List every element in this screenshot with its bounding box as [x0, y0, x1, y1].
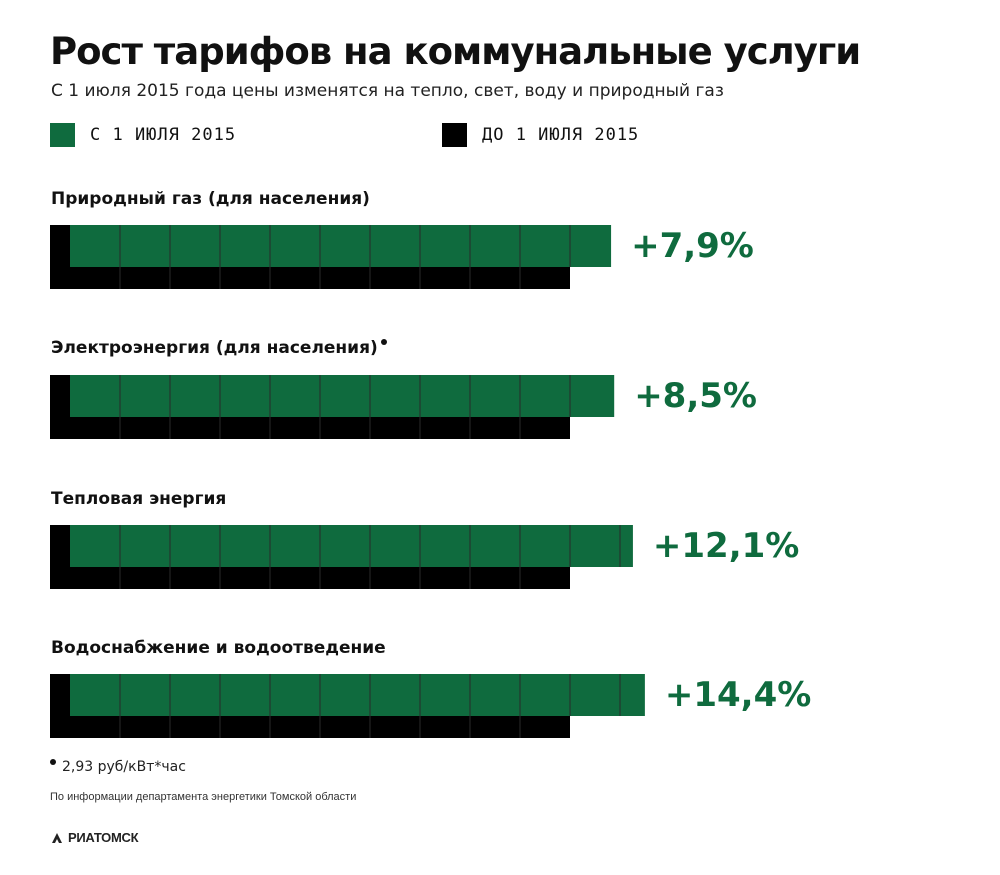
bar-after: [70, 674, 645, 716]
chart-title: Рост тарифов на коммунальные услуги: [50, 30, 861, 73]
legend-label-new: С 1 ИЮЛЯ 2015: [90, 125, 237, 145]
bar-group: [50, 674, 645, 738]
data-label: +8,5%: [634, 376, 757, 416]
footnote-dot: [50, 759, 56, 765]
brand-logo: РИАТОМСК: [50, 830, 139, 845]
source-note: По информации департамента энергетики То…: [50, 791, 357, 803]
footnote-marker-dot: [380, 339, 387, 345]
category-label-heat: Тепловая энергия: [51, 489, 227, 509]
legend-label-old: ДО 1 ИЮЛЯ 2015: [482, 125, 640, 145]
category-label-electricity: Электроэнергия (для населения): [51, 338, 387, 358]
legend-swatch-new: [50, 123, 75, 147]
category-label-water: Водоснабжение и водоотведение: [51, 638, 386, 658]
category-label-gas: Природный газ (для населения): [51, 189, 370, 209]
data-label: +12,1%: [652, 526, 800, 566]
chart-subtitle: С 1 июля 2015 года цены изменятся на теп…: [51, 81, 724, 101]
ria-logo-icon: [52, 832, 62, 843]
legend-item-old: ДО 1 ИЮЛЯ 2015: [442, 123, 639, 147]
bar-after: [70, 525, 633, 567]
legend-swatch-old: [442, 123, 467, 147]
footnote: 2,93 руб/кВт*час: [50, 759, 186, 775]
data-label: +14,4%: [664, 675, 812, 715]
bar-group: [50, 525, 633, 589]
bar-group: [50, 225, 612, 289]
data-label: +7,9%: [631, 226, 754, 266]
bar-group: [50, 375, 615, 439]
legend-item-new: С 1 ИЮЛЯ 2015: [50, 123, 236, 147]
bar-after: [70, 375, 615, 417]
bar-after: [70, 225, 612, 267]
